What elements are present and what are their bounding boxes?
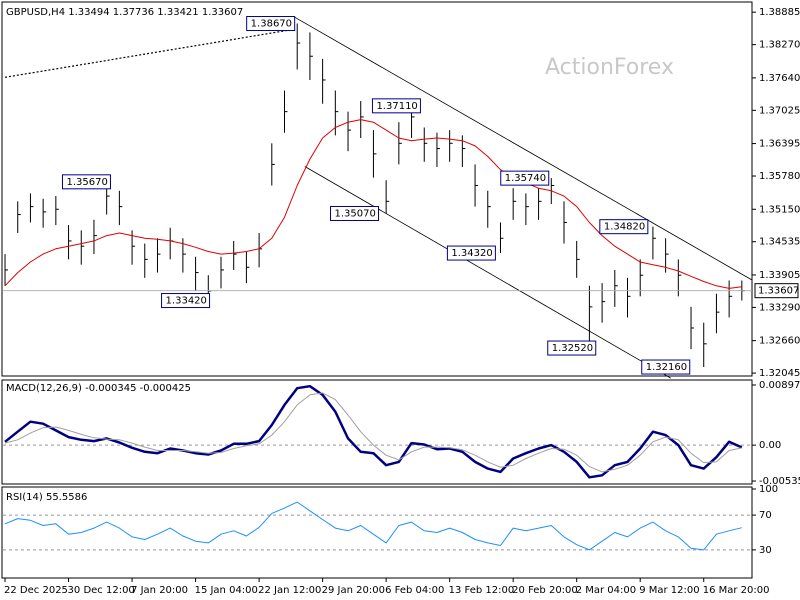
main-panel <box>1 1 753 377</box>
x-tick-label: 9 Mar 12:00 <box>639 585 699 596</box>
x-tick-label: 22 Jan 12:00 <box>258 585 321 596</box>
series-line <box>4 119 742 289</box>
annotation-box <box>599 219 649 235</box>
x-tick-label: 15 Jan 04:00 <box>195 585 258 596</box>
x-tick-label: 13 Feb 12:00 <box>449 585 515 596</box>
y-tick-label: 1.35780 <box>759 171 800 182</box>
y-tick-label: 100 <box>759 484 778 495</box>
x-tick-label: 7 Jan 20:00 <box>131 585 188 596</box>
y-tick-label: 1.37025 <box>759 105 800 116</box>
series-line <box>4 28 298 78</box>
panel-title: RSI(14) 55.5586 <box>6 492 87 503</box>
annotation-label: 1.34320 <box>451 248 492 259</box>
annotation-label: 1.33420 <box>166 296 207 307</box>
y-tick-label: 1.35150 <box>759 204 800 215</box>
y-tick-label: 1.36395 <box>759 139 800 150</box>
annotation-box <box>500 170 550 186</box>
x-tick-label: 22 Dec 2025 <box>4 585 68 596</box>
panel-title: MACD(12,26,9) -0.000345 -0.000425 <box>6 383 191 394</box>
annotation-box <box>330 205 380 221</box>
last-price-box <box>754 283 799 299</box>
y-tick-label: 1.32660 <box>759 336 800 347</box>
y-tick-label: 1.33290 <box>759 302 800 313</box>
panel-title: GBPUSD,H4 1.33494 1.37736 1.33421 1.3360… <box>6 7 243 18</box>
annotation-label: 1.38670 <box>251 19 292 30</box>
annotation-label: 1.37110 <box>376 101 417 112</box>
rsi-panel <box>1 486 753 579</box>
annotation-box <box>246 16 296 32</box>
y-tick-label: 1.32045 <box>759 368 800 379</box>
watermark: ActionForex <box>545 55 674 80</box>
macd-panel <box>1 379 753 485</box>
annotation-label: 1.35740 <box>505 173 546 184</box>
series-line <box>4 392 742 473</box>
y-tick-label: 0.008972 <box>759 380 800 391</box>
annotation-label: 1.32520 <box>552 343 593 354</box>
channel-line <box>304 166 671 379</box>
y-tick-label: 0.00 <box>759 440 781 451</box>
annotation-box <box>446 245 496 261</box>
annotation-label: 1.34820 <box>604 222 645 233</box>
annotation-box <box>641 359 691 375</box>
x-tick-label: 16 Mar 20:00 <box>703 585 770 596</box>
annotation-label: 1.35070 <box>335 208 376 219</box>
y-tick-label: -0.005356 <box>759 476 800 487</box>
y-tick-label: 70 <box>759 510 772 521</box>
annotation-box <box>371 98 421 114</box>
annotation-label: 1.32160 <box>646 362 687 373</box>
last-price-label: 1.33607 <box>758 286 799 297</box>
y-tick-label: 1.33905 <box>759 270 800 281</box>
channel-line <box>294 16 753 281</box>
series-line <box>4 384 743 479</box>
series-line <box>4 501 742 551</box>
x-tick-label: 2 Mar 04:00 <box>576 585 636 596</box>
y-tick-label: 30 <box>759 545 772 556</box>
y-tick-label: 1.34535 <box>759 237 800 248</box>
x-tick-label: 20 Feb 20:00 <box>512 585 578 596</box>
annotation-box <box>161 293 211 309</box>
x-tick-label: 29 Jan 20:00 <box>322 585 385 596</box>
y-tick-label: 1.38885 <box>759 7 800 18</box>
annotation-label: 1.35670 <box>66 177 107 188</box>
x-tick-label: 30 Dec 12:00 <box>68 585 135 596</box>
annotation-box <box>61 174 111 190</box>
y-tick-label: 1.37640 <box>759 73 800 84</box>
x-tick-label: 6 Feb 04:00 <box>385 585 444 596</box>
annotation-box <box>547 340 597 356</box>
y-tick-label: 1.38270 <box>759 40 800 51</box>
